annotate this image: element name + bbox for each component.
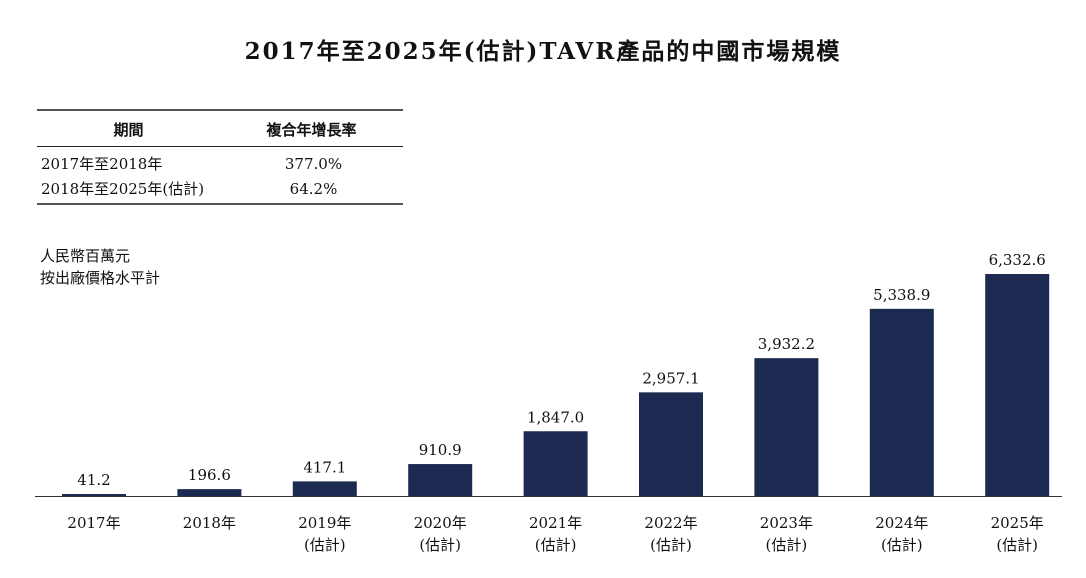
x-tick-label: 2023年 bbox=[760, 514, 813, 532]
data-label: 41.2 bbox=[77, 471, 110, 489]
period-cell: 2018年至2025年(估計) bbox=[37, 176, 220, 205]
cagr-table: 期間 複合年增長率 2017年至2018年 377.0% 2018年至2025年… bbox=[37, 109, 403, 205]
x-tick-label: (估計) bbox=[304, 536, 346, 554]
chart-title: 2017年至2025年(估計)TAVR產品的中國市場規模 bbox=[244, 38, 842, 65]
bar bbox=[177, 489, 242, 496]
data-label: 3,932.2 bbox=[758, 335, 815, 353]
data-label: 1,847.0 bbox=[527, 408, 584, 426]
x-tick-label: (估計) bbox=[535, 536, 577, 554]
y-axis-unit-label: 人民幣百萬元 按出廠價格水平計 bbox=[40, 245, 160, 289]
x-tick-label: (估計) bbox=[419, 536, 461, 554]
data-label: 6,332.6 bbox=[989, 251, 1046, 269]
x-tick-label: (估計) bbox=[996, 536, 1038, 554]
bar bbox=[985, 274, 1050, 496]
x-tick-label: 2020年 bbox=[414, 514, 467, 532]
x-tick-label: 2021年 bbox=[529, 514, 582, 532]
table-row: 2017年至2018年 377.0% bbox=[37, 147, 403, 177]
cagr-cell: 64.2% bbox=[220, 176, 403, 205]
x-tick-label: 2024年 bbox=[875, 514, 928, 532]
table-row: 2018年至2025年(估計) 64.2% bbox=[37, 176, 403, 205]
data-label: 196.6 bbox=[188, 466, 231, 484]
bar bbox=[523, 431, 588, 496]
data-label: 5,338.9 bbox=[873, 286, 930, 304]
table-header-row: 期間 複合年增長率 bbox=[37, 109, 403, 147]
x-tick-label: 2019年 bbox=[298, 514, 351, 532]
header-cagr: 複合年增長率 bbox=[220, 109, 403, 147]
x-tick-label: 2025年 bbox=[991, 514, 1044, 532]
bar bbox=[754, 358, 819, 496]
unit-line: 人民幣百萬元 bbox=[40, 247, 131, 265]
x-tick-label: 2022年 bbox=[644, 514, 697, 532]
x-tick-label: 2018年 bbox=[183, 514, 236, 532]
cagr-cell: 377.0% bbox=[284, 154, 343, 173]
data-label: 417.1 bbox=[303, 458, 346, 476]
bar bbox=[869, 308, 934, 496]
x-tick-label: (估計) bbox=[766, 536, 808, 554]
x-tick-label: (估計) bbox=[881, 536, 923, 554]
bar bbox=[292, 481, 357, 496]
data-label: 2,957.1 bbox=[642, 369, 699, 387]
data-label: 910.9 bbox=[419, 441, 462, 459]
x-tick-label: (估計) bbox=[650, 536, 692, 554]
header-period: 期間 bbox=[37, 109, 220, 147]
bar bbox=[62, 494, 126, 496]
period-cell: 2017年至2018年 bbox=[41, 155, 163, 173]
bar bbox=[639, 392, 703, 496]
unit-line: 按出廠價格水平計 bbox=[40, 269, 161, 287]
bar bbox=[408, 464, 473, 496]
x-tick-label: 2017年 bbox=[67, 514, 120, 532]
